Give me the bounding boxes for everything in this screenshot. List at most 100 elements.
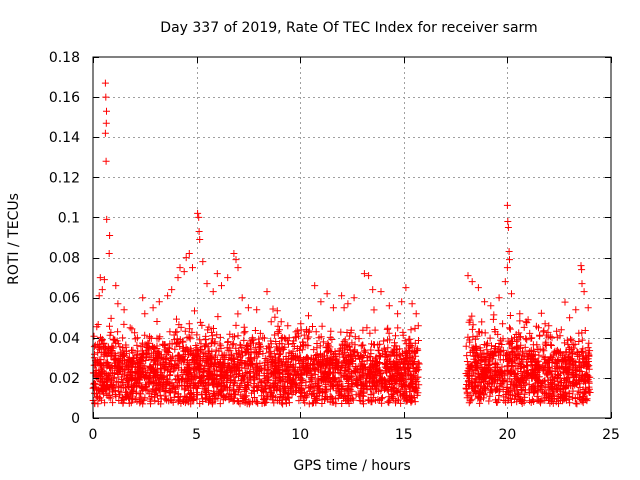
data-point-601 <box>346 332 354 340</box>
data-point-3569 <box>483 372 491 380</box>
data-point-2331 <box>174 371 182 379</box>
data-point-3564 <box>480 375 487 383</box>
data-point-2292 <box>293 352 301 360</box>
data-point-3409 <box>474 394 482 402</box>
data-point-788 <box>278 334 286 341</box>
data-point-2430 <box>175 396 183 404</box>
data-point-2906 <box>484 339 491 347</box>
data-point-1286 <box>327 327 335 335</box>
data-point-1497 <box>256 329 264 337</box>
data-point-3637 <box>294 330 302 338</box>
data-point-2205 <box>204 326 212 334</box>
data-point-2031 <box>162 355 170 362</box>
data-point-3529 <box>580 372 588 380</box>
data-point-3456 <box>491 372 499 379</box>
data-point-2463 <box>374 341 382 349</box>
data-point-2386 <box>362 379 370 387</box>
data-point-1363 <box>113 366 121 374</box>
x-tick-label-5: 25 <box>602 427 620 443</box>
data-point-3639 <box>311 282 319 290</box>
data-point-2474 <box>354 352 362 360</box>
data-point-3651 <box>394 310 402 318</box>
data-point-3632 <box>253 306 261 314</box>
data-point-3395 <box>485 380 493 388</box>
data-point-3561 <box>508 335 515 343</box>
data-point-3652 <box>398 298 406 306</box>
data-point-2220 <box>164 344 172 352</box>
data-point-3204 <box>573 400 581 408</box>
data-point-2477 <box>261 398 269 406</box>
data-point-3616 <box>189 264 196 272</box>
data-point-2577 <box>406 388 414 396</box>
data-point-1941 <box>126 390 134 398</box>
data-point-1523 <box>186 335 194 343</box>
data-point-1069 <box>106 331 114 339</box>
data-point-2402 <box>264 342 272 350</box>
data-point-2011 <box>338 400 346 407</box>
data-point-2172 <box>179 374 187 382</box>
data-point-1476 <box>185 320 193 328</box>
data-point-3654 <box>408 300 416 308</box>
data-point-2221 <box>227 376 235 384</box>
data-point-541 <box>240 323 248 331</box>
data-point-2337 <box>408 359 416 367</box>
data-point-2447 <box>250 382 258 390</box>
data-point-2143 <box>399 328 407 336</box>
data-point-3495 <box>499 320 507 328</box>
data-point-3202 <box>543 391 551 399</box>
data-point-1810 <box>151 358 159 366</box>
data-point-1942 <box>136 399 144 407</box>
data-point-2375 <box>297 388 304 396</box>
data-point-2144 <box>159 340 167 348</box>
data-point-3185 <box>515 329 523 337</box>
data-point-3428 <box>562 378 570 386</box>
tick-labels: 0 5 10 15 20 25 0 0.02 0.04 0.06 0.08 0.1 0.12 0.14 0.… <box>49 50 620 443</box>
data-point-3638 <box>305 312 312 320</box>
data-point-2400 <box>307 369 315 377</box>
data-point-2370 <box>383 356 391 364</box>
data-point-2488 <box>290 337 298 345</box>
data-point-3355 <box>572 399 580 407</box>
data-point-1657 <box>256 343 264 351</box>
data-point-1391 <box>128 395 136 403</box>
data-point-2076 <box>406 367 414 375</box>
data-point-2598 <box>318 388 326 396</box>
data-point-3646 <box>360 270 368 278</box>
data-point-748 <box>146 333 154 341</box>
data-point-2259 <box>306 378 314 386</box>
data-point-3627 <box>230 250 238 257</box>
data-point-3680 <box>578 280 586 288</box>
axis-ticks <box>93 57 612 419</box>
data-point-2169 <box>157 368 165 376</box>
data-point-399 <box>359 326 367 334</box>
data-point-3668 <box>506 256 513 264</box>
data-point-2368 <box>129 387 137 395</box>
data-point-3477 <box>498 379 506 387</box>
data-point-3512 <box>477 357 485 365</box>
y-tick-label-9: 0.18 <box>49 50 80 66</box>
data-point-2243 <box>267 371 275 379</box>
data-point-2497 <box>407 372 415 380</box>
data-point-3530 <box>481 385 489 393</box>
data-point-2505 <box>129 346 137 354</box>
data-point-1712 <box>176 343 184 350</box>
data-point-2013 <box>184 351 192 359</box>
data-point-2150 <box>337 328 345 336</box>
data-point-3154 <box>520 353 528 361</box>
data-point-2803 <box>486 334 494 342</box>
data-point-3611 <box>174 274 182 282</box>
data-point-2341 <box>128 386 136 394</box>
data-point-2525 <box>196 374 204 382</box>
data-point-2535 <box>380 337 388 345</box>
data-point-2555 <box>131 335 139 343</box>
data-point-2379 <box>213 356 221 363</box>
data-point-2316 <box>282 396 290 404</box>
data-point-2062 <box>353 366 361 374</box>
data-point-1425 <box>412 352 420 360</box>
data-point-2546 <box>125 356 133 364</box>
data-point-2903 <box>556 332 564 340</box>
data-point-915 <box>402 340 410 348</box>
data-point-913 <box>174 360 182 368</box>
data-point-1999 <box>142 383 149 391</box>
data-point-465 <box>188 328 196 336</box>
